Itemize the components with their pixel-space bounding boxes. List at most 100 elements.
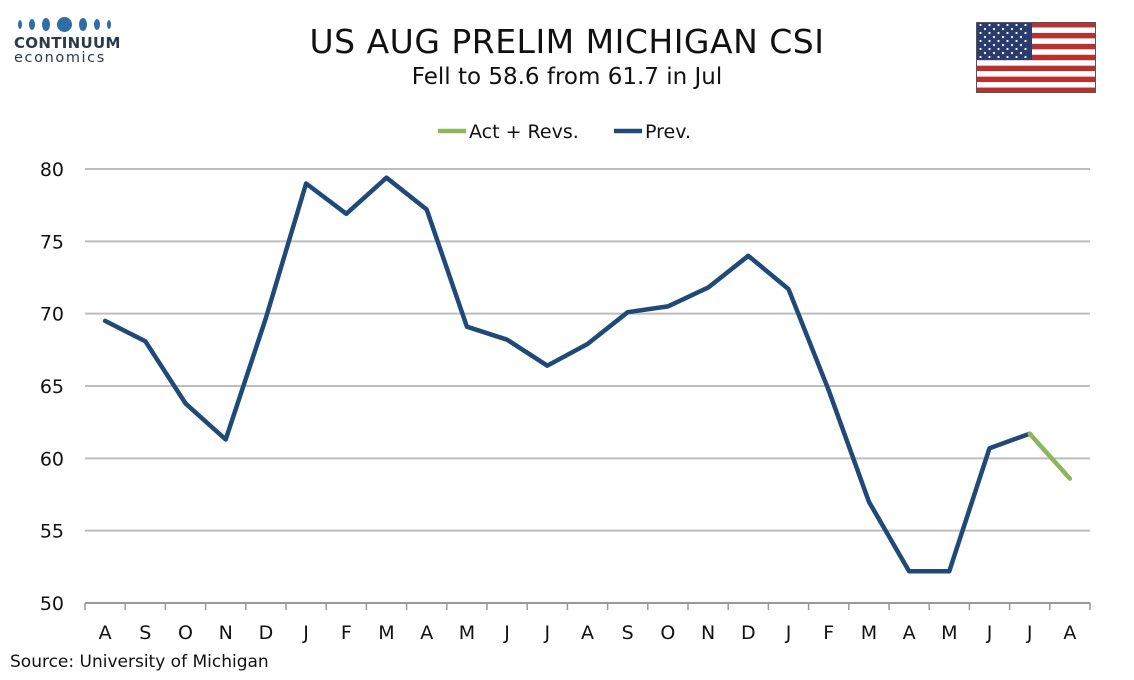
flag-star — [1001, 27, 1005, 31]
x-tick-label: F — [341, 622, 352, 644]
x-tick-label: M — [459, 622, 475, 644]
y-axis: 50 55 60 65 70 75 80 — [40, 159, 64, 615]
logo-dot — [57, 16, 72, 32]
flag-star — [1001, 35, 1005, 39]
flag-star — [988, 55, 991, 59]
x-tick-label: M — [941, 622, 957, 644]
flag-stripe — [976, 43, 1096, 50]
y-tick-label: 65 — [40, 376, 64, 398]
flag-star — [983, 51, 987, 55]
flag-star — [1024, 23, 1027, 27]
series-lines — [102, 175, 1073, 574]
x-tick-label: A — [420, 622, 433, 644]
logo-sub: economics — [14, 50, 106, 66]
flag-star — [1015, 39, 1018, 43]
flag-star — [1010, 27, 1014, 31]
chart-title: US AUG PRELIM MICHIGAN CSI — [309, 22, 825, 61]
flag-star — [1024, 55, 1027, 59]
logo: CONTINUUM economics — [14, 16, 134, 66]
logo-dots — [14, 16, 134, 32]
legend-label: Act + Revs. — [469, 121, 579, 143]
logo-dot — [94, 18, 100, 30]
logo-dot — [18, 19, 22, 29]
logo-dot — [79, 17, 87, 31]
us-flag-icon — [976, 22, 1096, 93]
logo-dot — [107, 19, 111, 29]
x-tick-label: D — [259, 622, 274, 644]
y-tick-label: 70 — [40, 304, 64, 326]
flag-star — [992, 43, 996, 47]
flag-star — [1006, 55, 1009, 59]
series-line-act-revs — [1027, 431, 1073, 481]
flag-star — [1006, 23, 1009, 27]
flag-star — [979, 23, 982, 27]
flag-star — [1024, 31, 1027, 35]
x-tick-label: A — [1063, 622, 1076, 644]
x-tick-label: A — [99, 622, 112, 644]
x-tick-label: S — [139, 622, 151, 644]
x-tick-label: D — [741, 622, 756, 644]
logo-dot — [29, 18, 35, 30]
flag-star — [1006, 31, 1009, 35]
flag-stripe — [976, 65, 1096, 72]
flag-star — [983, 43, 987, 47]
flag-star — [979, 55, 982, 59]
x-tick-label: J — [785, 622, 792, 644]
flag-star — [1024, 39, 1027, 43]
flag-star — [988, 39, 991, 43]
legend-label: Prev. — [645, 121, 691, 143]
x-tick-label: J — [1026, 622, 1033, 644]
flag-stripe — [976, 22, 1096, 28]
flag-star — [983, 27, 987, 31]
flag-star — [1001, 43, 1005, 47]
flag-star — [1015, 23, 1018, 27]
logo-name: CONTINUUM — [14, 34, 121, 52]
flag-star — [988, 47, 991, 51]
y-tick-label: 50 — [40, 593, 64, 615]
x-tick-label: A — [903, 622, 916, 644]
flag-star — [992, 27, 996, 31]
x-tick-label: A — [581, 622, 594, 644]
x-tick-label: M — [378, 622, 394, 644]
x-tick-label: F — [823, 622, 834, 644]
x-tick-label: S — [622, 622, 634, 644]
flag-stripe — [976, 76, 1096, 83]
y-tick-label: 75 — [40, 231, 64, 253]
x-tick-label: M — [861, 622, 877, 644]
source-note: Source: University of Michigan — [10, 652, 269, 672]
flag-star — [997, 23, 1000, 27]
x-tick-label: J — [302, 622, 309, 644]
flag-star — [997, 55, 1000, 59]
x-tick-label: N — [219, 622, 233, 644]
x-tick-label: O — [660, 622, 675, 644]
flag-star — [1019, 51, 1023, 55]
flag-star — [1019, 35, 1023, 39]
x-tick-label: J — [543, 622, 550, 644]
logo-dot — [42, 17, 50, 31]
flag-star — [979, 31, 982, 35]
flag-star — [992, 51, 996, 55]
flag-star — [979, 39, 982, 43]
flag-star — [992, 35, 996, 39]
flag-star — [1006, 39, 1009, 43]
x-tick-label: J — [986, 622, 993, 644]
chart-subtitle: Fell to 58.6 from 61.7 in Jul — [411, 64, 723, 90]
flag-star — [1015, 31, 1018, 35]
flag-star — [979, 47, 982, 51]
flag-star — [1015, 55, 1018, 59]
legend: Act + Revs. Prev. — [438, 121, 691, 143]
flag-star — [997, 31, 1000, 35]
x-tick-label: N — [701, 622, 715, 644]
flag-star — [1019, 27, 1023, 31]
gridlines — [85, 168, 1090, 532]
flag-star — [988, 31, 991, 35]
x-tick-label: O — [178, 622, 193, 644]
flag-star — [1001, 51, 1005, 55]
flag-star — [1006, 47, 1009, 51]
flag-star — [988, 23, 991, 27]
flag-stripe — [976, 32, 1096, 39]
flag-star — [1010, 35, 1014, 39]
flag-star — [1010, 43, 1014, 47]
